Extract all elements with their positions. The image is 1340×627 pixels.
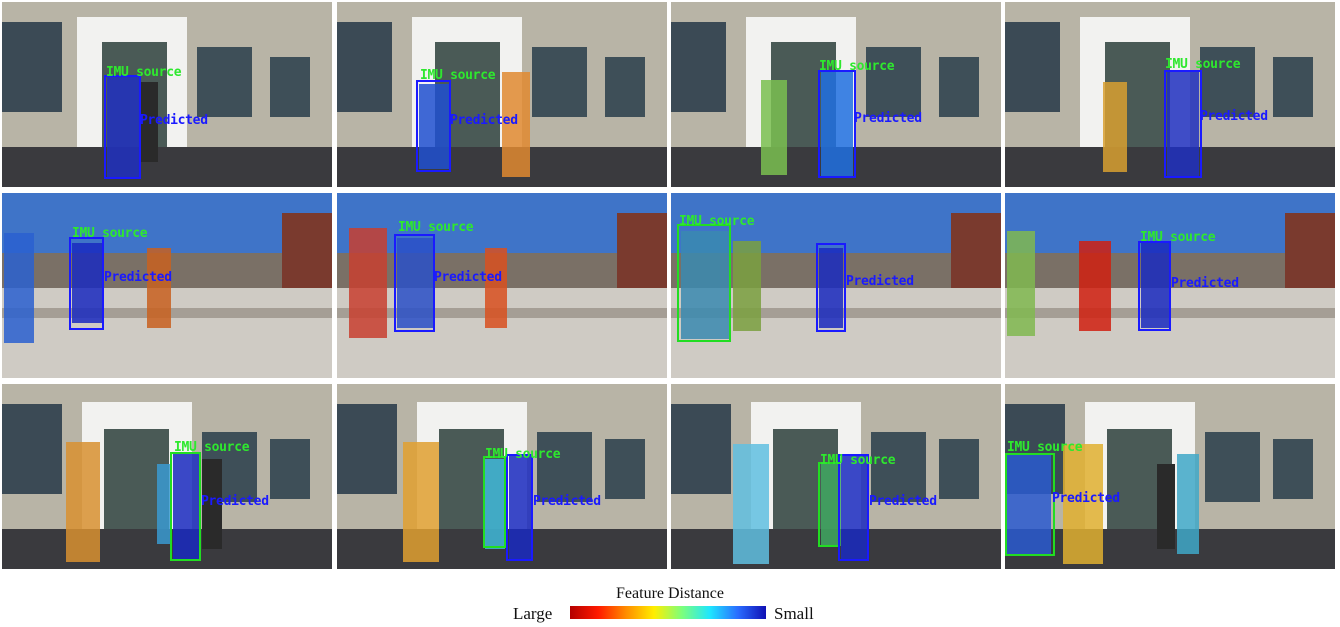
source-label: IMU source [398, 220, 474, 235]
predicted-box [1138, 241, 1171, 331]
building-scene [1005, 2, 1335, 187]
source-label: IMU source [1165, 57, 1241, 72]
source-label: IMU source [72, 226, 148, 241]
predicted-box [816, 243, 846, 332]
panel-r3c3: IMU source Predicted [671, 384, 1001, 569]
predicted-label: Predicted [533, 494, 601, 509]
source-label: IMU source [679, 214, 755, 229]
source-label: IMU source [485, 447, 561, 462]
building-scene [2, 384, 332, 569]
source-box [818, 462, 840, 547]
colorbar [570, 606, 766, 619]
predicted-box [394, 234, 435, 332]
predicted-label: Predicted [450, 113, 518, 128]
source-label: IMU source [1007, 440, 1083, 455]
predicted-label: Predicted [1171, 276, 1239, 291]
panel-r2c3: IMU source Predicted [671, 193, 1001, 378]
source-box [677, 224, 731, 342]
street-scene [337, 193, 667, 378]
panel-r2c4: IMU source Predicted [1005, 193, 1335, 378]
feature-distance-legend: Feature Distance Large Small [0, 580, 1340, 627]
building-scene [671, 384, 1001, 569]
source-label: IMU source [106, 65, 182, 80]
source-label: IMU source [1140, 230, 1216, 245]
predicted-label: Predicted [846, 274, 914, 289]
building-scene [2, 2, 332, 187]
predicted-box [818, 70, 856, 178]
panel-r1c4: IMU source Predicted [1005, 2, 1335, 187]
predicted-box [1164, 70, 1202, 178]
source-box [1005, 453, 1055, 556]
predicted-box [416, 80, 451, 172]
predicted-label: Predicted [140, 113, 208, 128]
predicted-box [104, 75, 141, 179]
source-label: IMU source [819, 59, 895, 74]
source-label: IMU source [420, 68, 496, 83]
predicted-label: Predicted [869, 494, 937, 509]
building-scene [1005, 384, 1335, 569]
panel-r1c3: IMU source Predicted [671, 2, 1001, 187]
legend-small-label: Small [774, 604, 814, 623]
source-label: IMU source [820, 453, 896, 468]
panel-r3c4: IMU source Predicted [1005, 384, 1335, 569]
predicted-box [838, 454, 869, 561]
panel-r3c1: IMU source Predicted [2, 384, 332, 569]
image-grid: IMU source Predicted IMU source Predicte… [2, 2, 1335, 569]
predicted-label: Predicted [1200, 109, 1268, 124]
source-box [483, 456, 506, 548]
building-scene [337, 2, 667, 187]
building-scene [337, 384, 667, 569]
legend-large-label: Large [513, 604, 553, 623]
predicted-label: Predicted [1052, 491, 1120, 506]
predicted-label: Predicted [854, 111, 922, 126]
panel-r3c2: IMU source Predicted [337, 384, 667, 569]
predicted-label: Predicted [104, 270, 172, 285]
building-scene [671, 2, 1001, 187]
predicted-label: Predicted [201, 494, 269, 509]
panel-r1c1: IMU source Predicted [2, 2, 332, 187]
panel-r2c1: IMU source Predicted [2, 193, 332, 378]
panel-r1c2: IMU source Predicted [337, 2, 667, 187]
street-scene [671, 193, 1001, 378]
street-scene [2, 193, 332, 378]
predicted-label: Predicted [434, 270, 502, 285]
panel-r2c2: IMU source Predicted [337, 193, 667, 378]
predicted-box [69, 237, 104, 330]
predicted-box [506, 454, 533, 561]
legend-title: Feature Distance [616, 585, 724, 602]
source-box [170, 452, 201, 561]
source-label: IMU source [174, 440, 250, 455]
